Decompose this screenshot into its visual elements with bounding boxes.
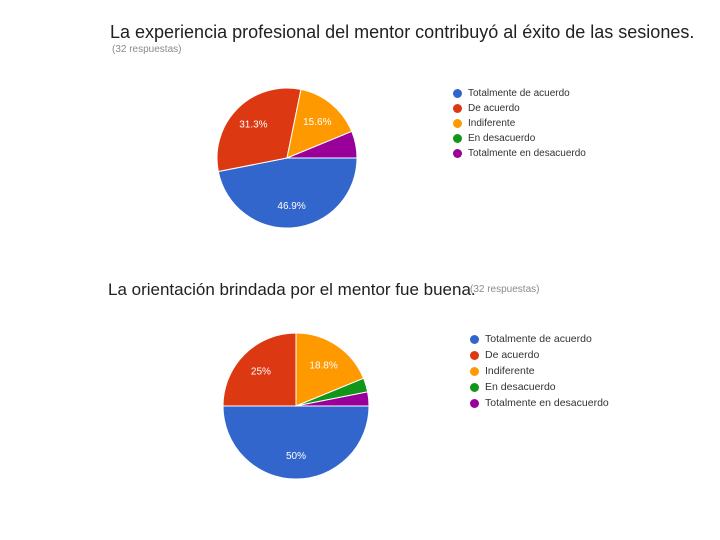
chart1-label-indiferente: 15.6% [303,117,331,128]
legend-label: Indiferente [485,365,535,377]
legend-swatch-icon [470,366,479,376]
chart1-legend-item-en-desacuerdo: En desacuerdo [453,131,586,146]
chart1-slice-totalmente-de-acuerdo [217,157,358,229]
chart1-label-totalmente-de-acuerdo: 46.9% [277,201,305,212]
chart1-legend-item-de-acuerdo: De acuerdo [453,101,586,116]
chart1-slice-indiferente [286,88,353,159]
legend-swatch-icon [470,334,479,344]
chart1-response-count: (32 respuestas) [112,44,182,55]
legend-label: De acuerdo [485,349,540,361]
chart1-slice-totalmente-en-desacuerdo [286,130,358,159]
chart1-legend: Totalmente de acuerdo De acuerdo Indiferen… [453,86,586,161]
chart2-label-totalmente-de-acuerdo: 50% [286,451,306,462]
legend-swatch-icon [470,398,479,408]
legend-swatch-icon [453,119,462,128]
chart1-label-de-acuerdo: 31.3% [239,120,267,131]
legend-label: En desacuerdo [468,133,536,144]
legend-swatch-icon [470,350,479,360]
chart2-legend-item-en-desacuerdo: En desacuerdo [470,379,609,395]
chart2-legend-item-totalmente-de-acuerdo: Totalmente de acuerdo [470,331,609,347]
legend-swatch-icon [453,134,462,143]
legend-label: Totalmente en desacuerdo [485,397,609,409]
chart1-slice-de-acuerdo [216,87,302,173]
legend-label: De acuerdo [468,103,520,114]
chart2-legend-item-de-acuerdo: De acuerdo [470,347,609,363]
chart1-legend-item-totalmente-de-acuerdo: Totalmente de acuerdo [453,86,586,101]
chart1-legend-item-indiferente: Indiferente [453,116,586,131]
chart2-title: La orientación brindada por el mentor fu… [108,280,476,299]
chart2-legend-item-indiferente: Indiferente [470,363,609,379]
chart1-pie: 46.9% 31.3% 15.6% [216,87,358,229]
legend-label: Indiferente [468,118,516,129]
chart1-legend-item-totalmente-en-desacuerdo: Totalmente en desacuerdo [453,146,586,161]
chart2-legend-item-totalmente-en-desacuerdo: Totalmente en desacuerdo [470,395,609,411]
chart2-slice-totalmente-de-acuerdo [222,405,370,480]
chart2-response-count: (32 respuestas) [470,284,540,295]
chart2-slice-de-acuerdo [222,332,297,407]
chart2-slice-totalmente-en-desacuerdo [295,391,370,407]
legend-swatch-icon [453,89,462,98]
chart2-label-de-acuerdo: 25% [251,366,271,377]
legend-label: Totalmente de acuerdo [485,333,592,345]
chart2-pie: 50% 25% 18.8% [222,332,370,480]
legend-label: Totalmente de acuerdo [468,88,570,99]
chart2-label-indiferente: 18.8% [309,360,337,371]
legend-label: Totalmente en desacuerdo [468,148,586,159]
chart2-legend: Totalmente de acuerdo De acuerdo Indiferen… [470,331,609,411]
chart1-title: La experiencia profesional del mentor co… [110,22,695,42]
legend-swatch-icon [470,382,479,392]
legend-swatch-icon [453,104,462,113]
legend-swatch-icon [453,149,462,158]
legend-label: En desacuerdo [485,381,556,393]
chart2-slice-indiferente [295,332,365,407]
